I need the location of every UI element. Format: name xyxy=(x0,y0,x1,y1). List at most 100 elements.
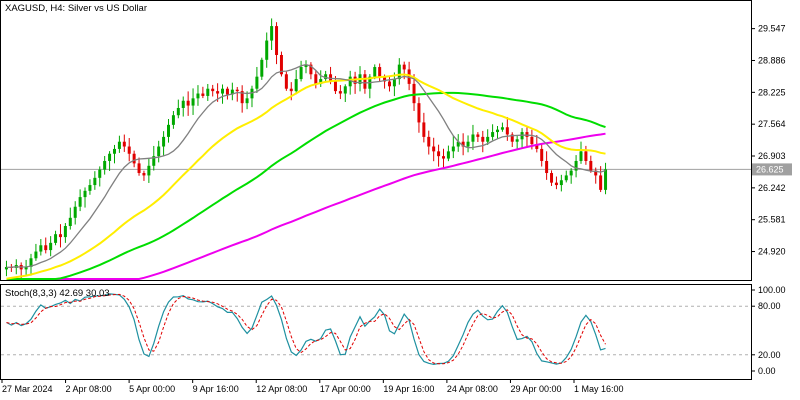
candle xyxy=(181,96,185,117)
candle xyxy=(73,201,77,225)
stochastic-lines-group xyxy=(6,293,606,366)
candle xyxy=(44,237,48,254)
moving-averages-group xyxy=(6,63,606,280)
candle-body xyxy=(289,88,293,92)
stoch-tick-label: 0.00 xyxy=(758,366,776,376)
candle-body xyxy=(407,69,411,84)
candle xyxy=(491,124,495,141)
candle-body xyxy=(299,67,303,80)
candle xyxy=(221,84,225,104)
candle-body xyxy=(383,76,387,82)
candle xyxy=(284,71,288,91)
candle xyxy=(157,140,161,163)
chart-title: XAGUSD, H4: Silver vs US Dollar xyxy=(5,3,147,14)
candle-body xyxy=(103,160,107,170)
candle-body xyxy=(579,151,583,161)
candle-body xyxy=(73,206,77,218)
candle xyxy=(471,124,475,150)
ma-slow-line xyxy=(6,91,606,280)
candle-body xyxy=(373,67,377,77)
candle xyxy=(83,187,87,208)
price-tick-label: 25.581 xyxy=(758,215,786,225)
candle xyxy=(147,157,151,183)
candle xyxy=(88,179,92,195)
ma-long-line xyxy=(6,132,606,280)
candle-body xyxy=(304,64,308,68)
candle-body xyxy=(240,91,244,104)
candle xyxy=(378,63,382,82)
candle-body xyxy=(181,100,185,108)
stoch-tick-label: 100.00 xyxy=(758,285,786,295)
candle-body xyxy=(294,79,298,92)
candle xyxy=(206,83,210,101)
candle-body xyxy=(378,67,382,77)
candle xyxy=(417,97,421,133)
price-tick-label: 26.903 xyxy=(758,151,786,161)
candle-body xyxy=(216,91,220,94)
candle-body xyxy=(584,151,588,161)
candle-body xyxy=(417,103,421,123)
candle-body xyxy=(157,146,161,157)
candle xyxy=(162,131,166,156)
candle-body xyxy=(476,134,480,137)
candle xyxy=(599,166,603,193)
candle-body xyxy=(481,136,485,142)
candle xyxy=(466,135,470,153)
candle-body xyxy=(554,182,558,186)
candle-body xyxy=(167,124,171,137)
candle-body xyxy=(432,146,436,152)
candle xyxy=(579,141,583,164)
candle-body xyxy=(245,98,249,104)
candle-body xyxy=(132,153,136,164)
time-tick-label: 2 Apr 08:00 xyxy=(66,384,112,394)
candle-body xyxy=(235,89,239,92)
candle xyxy=(500,122,504,132)
candle xyxy=(343,84,347,103)
candle-body xyxy=(98,169,102,178)
candle xyxy=(569,168,573,184)
candle-body xyxy=(34,251,38,259)
candle xyxy=(584,145,588,165)
candle-body xyxy=(230,89,234,95)
candle-body xyxy=(392,79,396,87)
time-tick-label: 24 Apr 08:00 xyxy=(447,384,498,394)
candle-body xyxy=(93,177,97,186)
candle xyxy=(554,176,558,190)
candle-body xyxy=(564,175,568,181)
candle-body xyxy=(496,129,500,133)
candle-body xyxy=(550,173,554,183)
candle-body xyxy=(525,132,529,137)
price-axis: 29.547 28.886 28.225 27.564 26.903 26.242 25.5… xyxy=(751,24,786,257)
candle-body xyxy=(604,169,608,190)
candle-body xyxy=(24,266,28,270)
candle-body xyxy=(108,153,112,161)
ma-mid-line xyxy=(6,73,606,280)
candle xyxy=(550,170,554,186)
candle-body xyxy=(515,139,519,142)
candle-body xyxy=(348,76,352,87)
candle-body xyxy=(83,190,87,198)
candle xyxy=(230,82,234,101)
candle xyxy=(211,84,215,97)
candle-body xyxy=(314,74,318,84)
candle-body xyxy=(599,175,603,190)
candle-body xyxy=(451,146,455,152)
candle xyxy=(476,132,480,143)
candle-body xyxy=(387,81,391,87)
candle-body xyxy=(510,134,514,142)
time-tick-label: 1 May 16:00 xyxy=(574,384,624,394)
candle xyxy=(171,110,175,129)
candle-body xyxy=(500,127,504,130)
candle-body xyxy=(594,170,598,176)
candle xyxy=(9,264,13,272)
candle xyxy=(68,207,72,230)
candle xyxy=(196,85,200,106)
candle-body xyxy=(137,163,141,174)
candle-body xyxy=(147,165,151,176)
candle xyxy=(574,155,578,178)
candle-body xyxy=(471,134,475,142)
candle-body xyxy=(535,144,539,149)
candle-body xyxy=(456,141,460,147)
candle-body xyxy=(466,141,470,147)
